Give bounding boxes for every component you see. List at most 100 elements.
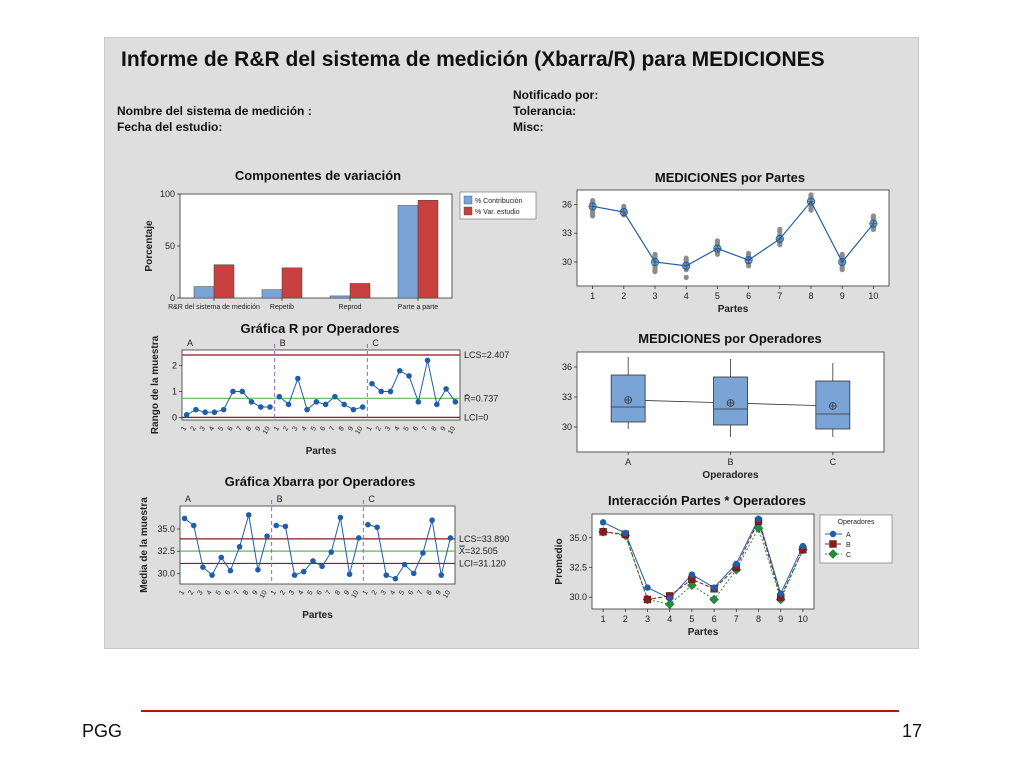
x-tick-label: 6 <box>407 589 415 596</box>
x-tick-label: 3 <box>288 589 296 596</box>
data-point <box>378 388 385 395</box>
data-point <box>322 401 329 408</box>
page-number: 17 <box>902 721 923 741</box>
x-tick-label: 4 <box>389 589 397 596</box>
bar <box>281 267 303 299</box>
data-point <box>590 209 596 215</box>
data-point <box>369 380 375 387</box>
chart-title: MEDICIONES por Partes <box>655 170 805 185</box>
data-point <box>255 567 261 573</box>
data-point <box>599 519 607 526</box>
data-point <box>392 575 399 582</box>
mean-marker-cross <box>713 244 721 253</box>
x-tick-label: 10 <box>354 425 364 435</box>
data-point <box>285 401 292 408</box>
center-label: X̿=32.505 <box>459 545 498 556</box>
data-point <box>839 265 845 271</box>
mean-line <box>592 200 874 267</box>
x-tick-label: 5 <box>398 589 406 596</box>
x-tick-label: 4 <box>297 589 305 596</box>
data-point <box>755 515 762 522</box>
mean-marker-cross <box>624 396 632 404</box>
data-point <box>319 563 325 570</box>
data-point <box>652 267 658 273</box>
mean-marker-cross <box>682 262 690 270</box>
y-tick-label: 33 <box>562 228 572 238</box>
data-point <box>282 523 289 530</box>
x-tick-label: 2 <box>279 589 287 596</box>
data-point <box>190 522 197 529</box>
operator-label: B <box>277 494 283 504</box>
y-tick-label: 33 <box>562 392 572 402</box>
x-tick-label: 6 <box>319 425 327 432</box>
x-tick-label: 10 <box>798 614 808 624</box>
x-tick-label: 10 <box>351 589 361 599</box>
data-point <box>644 584 651 591</box>
data-point <box>753 523 764 534</box>
footer-author: PGG <box>82 721 123 741</box>
data-point <box>710 584 718 591</box>
x-tick-label: 8 <box>426 589 434 596</box>
lcl-label: LCI=0 <box>464 412 488 422</box>
bar <box>349 283 371 299</box>
data-point <box>452 399 459 405</box>
x-tick-label: 9 <box>778 614 783 624</box>
data-point <box>209 572 215 578</box>
x-tick-label: 5 <box>689 614 694 624</box>
chart-title: Gráfica Xbarra por Operadores <box>225 474 416 489</box>
data-point <box>202 409 208 416</box>
study-date-label: Fecha del estudio: <box>117 120 223 134</box>
x-tick-label: 10 <box>442 589 452 599</box>
y-tick-label: 36 <box>562 199 572 209</box>
ucl-label: LCS=2.407 <box>464 350 509 360</box>
x-tick-label: 9 <box>435 589 443 596</box>
data-point <box>291 572 298 578</box>
data-point <box>300 568 307 575</box>
x-tick-label: 3 <box>292 425 300 432</box>
series-line <box>602 517 804 599</box>
data-point <box>257 404 264 410</box>
x-tick-label: 5 <box>310 425 318 432</box>
tolerance-label: Tolerancia: <box>513 104 577 118</box>
data-point <box>443 386 449 392</box>
lcl-label: LCI=31.120 <box>459 558 506 568</box>
legend-label: B <box>846 542 851 549</box>
data-point <box>365 521 371 528</box>
plot-frame <box>179 505 456 585</box>
bar <box>213 264 235 299</box>
legend-label: C <box>846 552 851 559</box>
mean-marker-cross <box>869 220 877 228</box>
mean-marker-cross <box>651 258 659 266</box>
data-point <box>438 572 445 578</box>
x-tick-label: 9 <box>347 425 355 432</box>
mean-marker-cross <box>807 197 815 206</box>
x-tick-label: 10 <box>868 291 878 301</box>
data-point <box>181 515 188 522</box>
data-point <box>328 549 335 555</box>
series-line <box>603 526 804 605</box>
x-tick-label: 1 <box>366 425 374 432</box>
data-point <box>200 564 206 570</box>
x-tick-label: 5 <box>715 291 720 301</box>
bar <box>193 286 215 299</box>
legend-box <box>459 191 537 220</box>
series-line <box>186 390 271 416</box>
x-tick-label: 2 <box>282 425 290 432</box>
y-tick-label: 32.5 <box>569 562 587 572</box>
data-point <box>709 594 719 605</box>
x-tick-label: B <box>727 457 733 467</box>
y-tick-label: 32.5 <box>157 546 175 556</box>
data-point <box>590 197 596 204</box>
xbar-chart: Gráfica Xbarra por Operadores 30.0 32.5 35.… <box>139 474 509 621</box>
x-tick-label: 8 <box>245 425 253 432</box>
y-tick-label: 36 <box>562 362 572 372</box>
operator-label: C <box>372 338 379 348</box>
x-tick-label: 9 <box>840 291 845 301</box>
data-point <box>683 274 689 280</box>
data-point <box>310 558 316 564</box>
x-tick-label: 6 <box>227 425 235 432</box>
interaction-chart: Interacción Partes * Operadores 30.0 32.5 3… <box>554 493 893 638</box>
data-point <box>714 238 720 244</box>
data-point <box>652 251 658 257</box>
x-tick-label: 6 <box>712 614 717 624</box>
